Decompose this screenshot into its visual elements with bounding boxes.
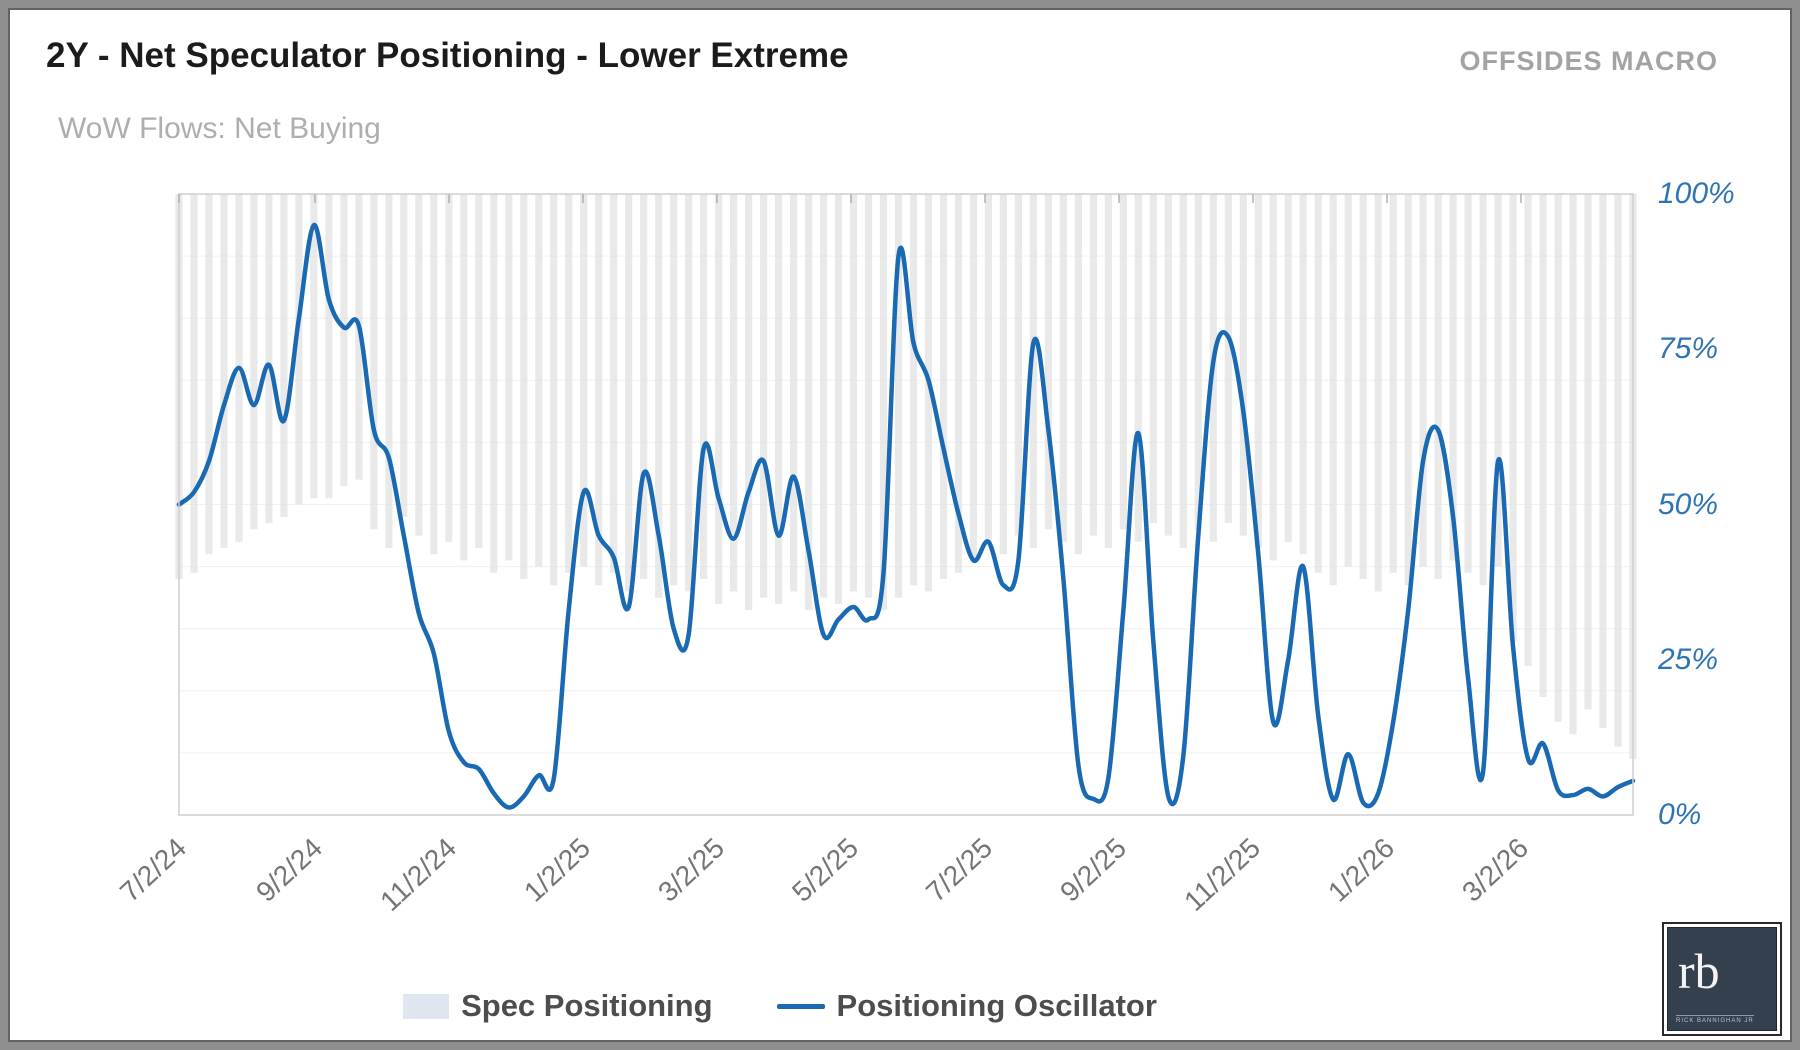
line-series-swatch-icon	[776, 1003, 825, 1009]
y-axis-label: 75%	[1658, 332, 1719, 366]
chart-canvas	[175, 193, 1637, 816]
rb-logo-inner: rb RICK BANNIGHAN JR	[1667, 927, 1777, 1031]
chart-card: 2Y - Net Speculator Positioning - Lower …	[8, 8, 1792, 1042]
rb-logo: rb RICK BANNIGHAN JR	[1662, 922, 1782, 1036]
rb-logo-text: rb	[1678, 943, 1720, 999]
plot-area	[175, 193, 1637, 816]
y-axis-label: 50%	[1658, 487, 1719, 521]
x-axis-label: 11/2/24	[374, 832, 463, 917]
y-axis-label: 100%	[1658, 177, 1735, 210]
x-axis-label: 11/2/25	[1178, 832, 1267, 917]
x-axis-label: 9/2/25	[1054, 832, 1133, 908]
bar-series-swatch-icon	[403, 993, 450, 1019]
y-axis-label: 25%	[1658, 642, 1719, 676]
bar-series	[175, 194, 1637, 760]
oscillator-line	[176, 222, 1636, 810]
brand-label: OFFSIDES MACRO	[1459, 46, 1718, 76]
bar-series-label: Spec Positioning	[461, 988, 713, 1023]
rb-logo-subtext: RICK BANNIGHAN JR	[1676, 1015, 1754, 1024]
x-axis-label: 7/2/24	[114, 832, 193, 908]
chart-legend: Spec Positioning Positioning Oscillator	[10, 988, 1550, 1024]
y-axis-label: 0%	[1658, 798, 1702, 831]
x-axis-label: 3/2/25	[652, 832, 731, 908]
x-axis-label: 1/2/26	[1322, 832, 1401, 908]
line-series-label: Positioning Oscillator	[836, 988, 1157, 1023]
x-axis-label: 3/2/26	[1456, 832, 1535, 908]
x-axis-label: 1/2/25	[518, 832, 597, 908]
x-axis-label: 5/2/25	[786, 832, 865, 908]
x-axis-label: 7/2/25	[920, 832, 999, 908]
top-ticks	[178, 194, 1522, 203]
gridlines	[179, 255, 1633, 754]
chart-subtitle: WoW Flows: Net Buying	[58, 112, 381, 145]
page-title: 2Y - Net Speculator Positioning - Lower …	[46, 36, 849, 75]
x-axis-label: 9/2/24	[250, 832, 329, 908]
